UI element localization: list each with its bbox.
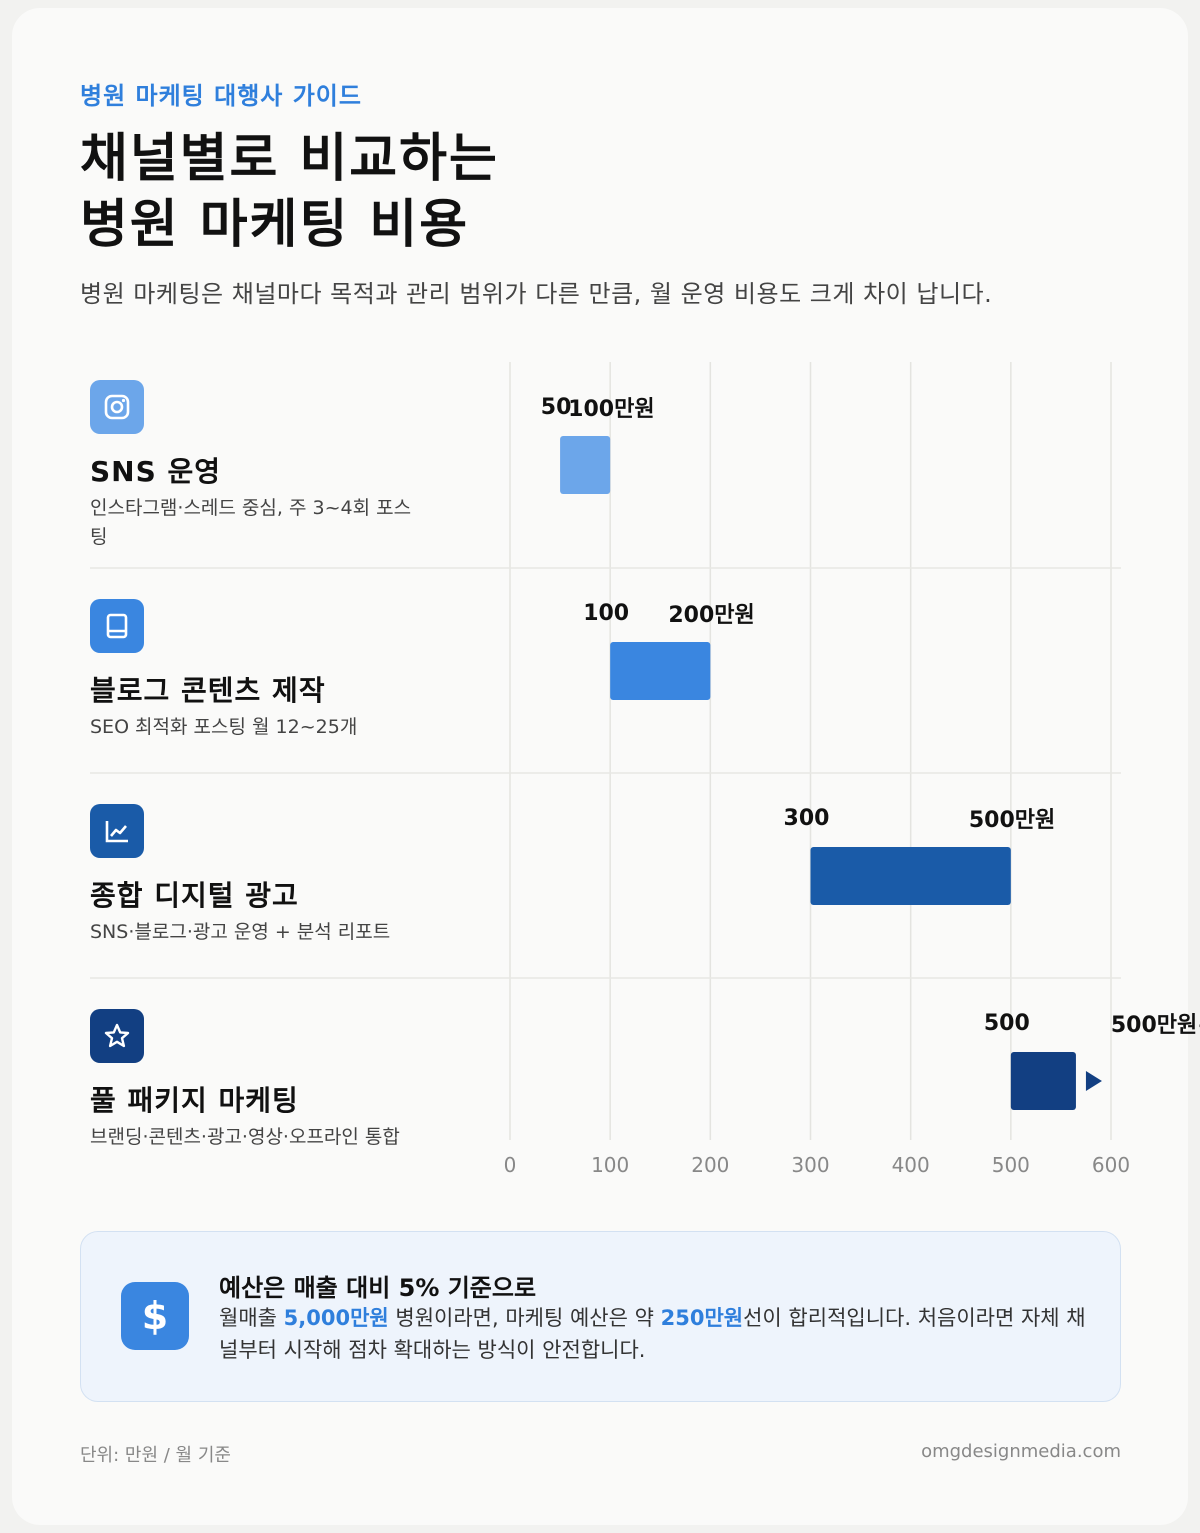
tip-text-b: 병원이라면, 마케팅 예산은 약 bbox=[388, 1306, 661, 1330]
row-desc-blog: SEO 최적화 포스팅 월 12~25개 bbox=[90, 716, 358, 738]
row-title-sns: SNS 운영 bbox=[90, 455, 222, 488]
bar-max-label-3: 500만원~ bbox=[1111, 1013, 1200, 1038]
bar-max-label-1: 200만원 bbox=[668, 603, 754, 628]
tick-label-0: 0 bbox=[504, 1153, 517, 1177]
bar-1 bbox=[610, 642, 711, 700]
eyebrow: 병원 마케팅 대행사 가이드 bbox=[80, 82, 362, 110]
budget-tip-box: $ 예산은 매출 대비 5% 기준으로 월매출 5,000만원 병원이라면, 마… bbox=[80, 1231, 1121, 1402]
budget-tip-text: 월매출 5,000만원 병원이라면, 마케팅 예산은 약 250만원선이 합리적… bbox=[219, 1302, 1099, 1366]
book-icon bbox=[90, 599, 144, 653]
bar-max-label-2: 500만원 bbox=[969, 808, 1055, 833]
budget-tip-title: 예산은 매출 대비 5% 기준으로 bbox=[219, 1274, 537, 1302]
row-title-blog: 블로그 콘텐츠 제작 bbox=[90, 674, 326, 707]
bar-min-label-0: 50 bbox=[541, 395, 572, 420]
tick-label-500: 500 bbox=[992, 1153, 1030, 1177]
dollar-icon: $ bbox=[121, 1282, 189, 1350]
title-line-1: 채널별로 비교하는 bbox=[80, 129, 499, 189]
bar-min-label-3: 500 bbox=[984, 1011, 1030, 1036]
tick-label-300: 300 bbox=[791, 1153, 829, 1177]
unit-note: 단위: 만원 / 월 기준 bbox=[80, 1445, 231, 1466]
row-desc-full-package: 브랜딩·콘텐츠·광고·영상·오프라인 통합 bbox=[90, 1126, 400, 1148]
instagram-icon bbox=[90, 380, 144, 434]
bar-2 bbox=[810, 847, 1011, 905]
tip-text-a: 월매출 bbox=[219, 1306, 284, 1330]
bar-3 bbox=[1010, 1052, 1076, 1110]
bar-max-label-0: 100만원 bbox=[568, 397, 654, 422]
row-title-full-package: 풀 패키지 마케팅 bbox=[90, 1084, 299, 1117]
open-ended-arrow-icon bbox=[1085, 1071, 1102, 1091]
tick-label-400: 400 bbox=[892, 1153, 930, 1177]
tick-label-600: 600 bbox=[1092, 1153, 1130, 1177]
star-icon bbox=[90, 1009, 144, 1063]
bar-min-label-1: 100 bbox=[583, 601, 629, 626]
source-site: omgdesignmedia.com bbox=[921, 1441, 1121, 1462]
row-desc-sns: 인스타그램·스레드 중심, 주 3~4회 포스팅 bbox=[90, 497, 412, 548]
row-desc-digital-ads: SNS·블로그·광고 운영 + 분석 리포트 bbox=[90, 921, 391, 943]
title-line-2: 병원 마케팅 비용 bbox=[80, 195, 470, 255]
page-title: 채널별로 비교하는 병원 마케팅 비용 bbox=[80, 126, 499, 258]
tip-highlight-budget: 250만원 bbox=[660, 1306, 744, 1330]
tip-text-c: 선이 합리적입니다. 처음이라면 자체 채널부터 시작해 점차 확대하는 방식이… bbox=[219, 1306, 1086, 1362]
row-title-digital-ads: 종합 디지털 광고 bbox=[90, 879, 299, 912]
bar-0 bbox=[560, 436, 611, 494]
subtitle: 병원 마케팅은 채널마다 목적과 관리 범위가 다른 만큼, 월 운영 비용도 … bbox=[80, 280, 993, 308]
tip-highlight-revenue: 5,000만원 bbox=[283, 1306, 389, 1330]
chart-line-icon bbox=[90, 804, 144, 858]
bar-min-label-2: 300 bbox=[784, 806, 830, 831]
tick-label-100: 100 bbox=[591, 1153, 629, 1177]
tick-label-200: 200 bbox=[691, 1153, 729, 1177]
